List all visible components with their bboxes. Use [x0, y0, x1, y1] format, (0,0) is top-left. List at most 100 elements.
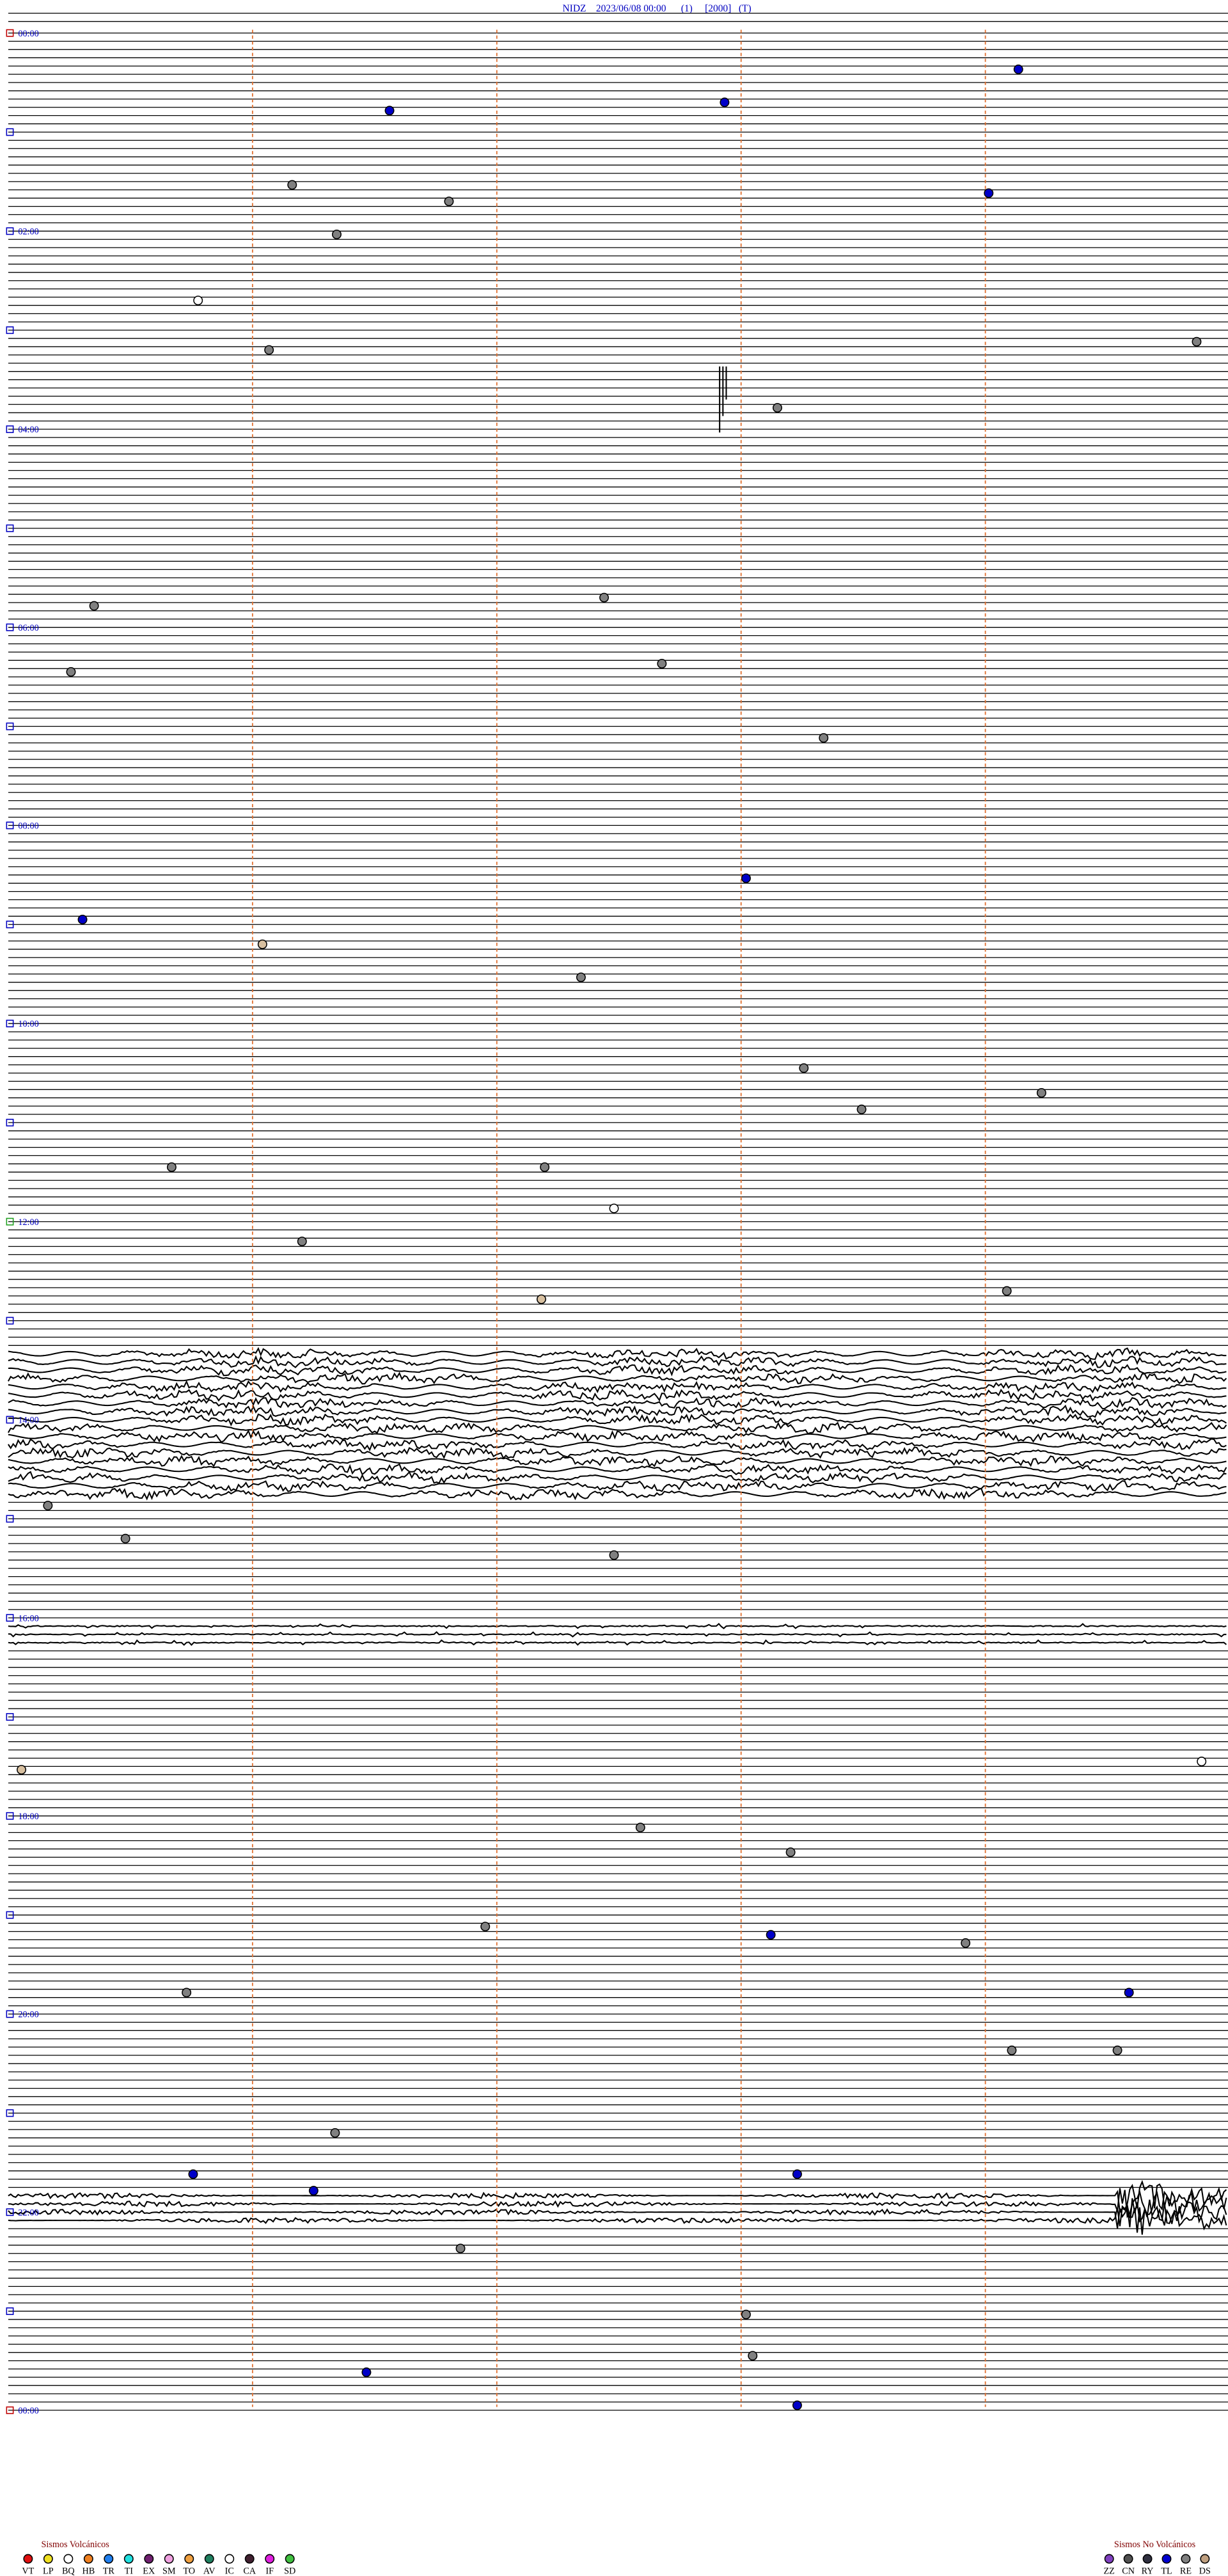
hour-label: 00:00 — [18, 2406, 38, 2416]
hour-marker — [6, 2010, 14, 2018]
event-dot — [308, 2186, 319, 2196]
event-dot — [330, 2128, 340, 2138]
hour-label: 14:00 — [18, 1416, 38, 1426]
legend-label: SM — [162, 2566, 176, 2576]
event-dot — [856, 1104, 867, 1114]
hour-label: 06:00 — [18, 623, 38, 633]
hour-label: 00:00 — [18, 29, 38, 39]
event-dot — [657, 658, 667, 668]
hour-marker — [6, 2109, 14, 2117]
trace-noisy — [8, 1413, 1227, 1426]
trace-noisy — [8, 1438, 1227, 1451]
event-dot — [576, 972, 586, 983]
hour-label: 16:00 — [18, 1613, 38, 1624]
legend-label: TR — [103, 2566, 115, 2576]
legend-label: LP — [43, 2566, 54, 2576]
event-dot — [536, 1294, 546, 1304]
legend-label: RE — [1180, 2566, 1192, 2576]
event-dot — [1192, 336, 1202, 347]
event-dot — [480, 1922, 491, 1932]
legend-swatch — [1181, 2554, 1191, 2564]
legend-swatch — [104, 2554, 114, 2564]
legend-label: SD — [284, 2566, 295, 2576]
hour-marker — [6, 2208, 14, 2216]
hour-marker — [6, 1316, 14, 1325]
legend-swatch — [164, 2554, 174, 2564]
legend-swatch — [1104, 2554, 1114, 2564]
legend-swatch — [83, 2554, 93, 2564]
legend-swatch — [184, 2554, 194, 2564]
hour-marker — [6, 1020, 14, 1027]
event-dot — [264, 345, 274, 355]
legend-label: DS — [1199, 2566, 1211, 2576]
trace-noisy — [8, 2198, 1227, 2229]
event-dot — [1002, 1286, 1012, 1296]
event-dot — [43, 1501, 53, 1511]
trace-noisy — [8, 1455, 1227, 1467]
event-dot — [1036, 1087, 1046, 1098]
event-dot — [748, 2351, 758, 2361]
title: NIDZ 2023/06/08 00:00 (1) [2000] (T) — [563, 3, 752, 14]
event-dot — [1197, 1757, 1207, 1767]
trace-noisy — [8, 1364, 1227, 1377]
legend-swatch — [265, 2554, 275, 2564]
legend-label: CA — [243, 2566, 256, 2576]
event-dot — [89, 601, 99, 611]
legend-label: HB — [82, 2566, 95, 2576]
event-dot — [599, 592, 609, 603]
legend-swatch — [285, 2554, 295, 2564]
hour-marker — [6, 1614, 14, 1622]
event-dot — [792, 2169, 802, 2179]
legend-label: AV — [203, 2566, 216, 2576]
hour-marker — [6, 1515, 14, 1523]
trace-noisy — [8, 1471, 1227, 1484]
hour-marker — [6, 1911, 14, 1919]
legend-label: IF — [265, 2566, 274, 2576]
event-dot — [120, 1533, 130, 1544]
legend-title: Sismos No Volcánicos — [1114, 2540, 1196, 2550]
event-dot — [792, 2400, 802, 2410]
hour-marker — [6, 921, 14, 929]
event-dot — [287, 180, 297, 190]
legend-label: TI — [125, 2566, 134, 2576]
hour-marker — [6, 623, 14, 631]
trace-noisy — [8, 1347, 1227, 1360]
traces — [7, 13, 1228, 2411]
hour-label: 18:00 — [18, 1812, 38, 1822]
legend-swatch — [43, 2554, 53, 2564]
hour-marker — [6, 227, 14, 235]
event-dot — [720, 97, 730, 107]
hour-label: 10:00 — [18, 1019, 38, 1029]
event-dot — [1124, 1987, 1134, 1998]
hour-marker — [6, 326, 14, 335]
hour-label: 12:00 — [18, 1217, 38, 1228]
event-dot — [1112, 2045, 1122, 2055]
trace-noisy — [8, 1622, 1227, 1629]
event-dot — [741, 2309, 751, 2319]
event-dot — [77, 914, 88, 924]
event-dot — [193, 296, 203, 306]
event-dot — [785, 1847, 796, 1858]
legend-label: RY — [1142, 2566, 1154, 2576]
legend-label: CN — [1122, 2566, 1135, 2576]
event-dot — [166, 1162, 177, 1173]
event-dot — [257, 939, 267, 949]
trace-noisy — [8, 2179, 1227, 2214]
legend-label: BQ — [62, 2566, 75, 2576]
legend-swatch — [1200, 2554, 1210, 2564]
trace-noisy — [8, 1355, 1227, 1368]
hour-marker — [6, 524, 14, 532]
hour-marker — [6, 1118, 14, 1126]
hour-label: 04:00 — [18, 425, 38, 435]
trace-noisy — [8, 1487, 1227, 1501]
legend-swatch — [1161, 2554, 1172, 2564]
legend-swatch — [244, 2554, 255, 2564]
event-dot — [766, 1930, 776, 1940]
event-dot — [799, 1063, 809, 1073]
legend-label: VT — [22, 2566, 34, 2576]
event-dot — [1007, 2045, 1017, 2055]
legend-label: IC — [225, 2566, 234, 2576]
trace-noisy — [8, 1429, 1227, 1443]
hour-label: 20:00 — [18, 2010, 38, 2020]
